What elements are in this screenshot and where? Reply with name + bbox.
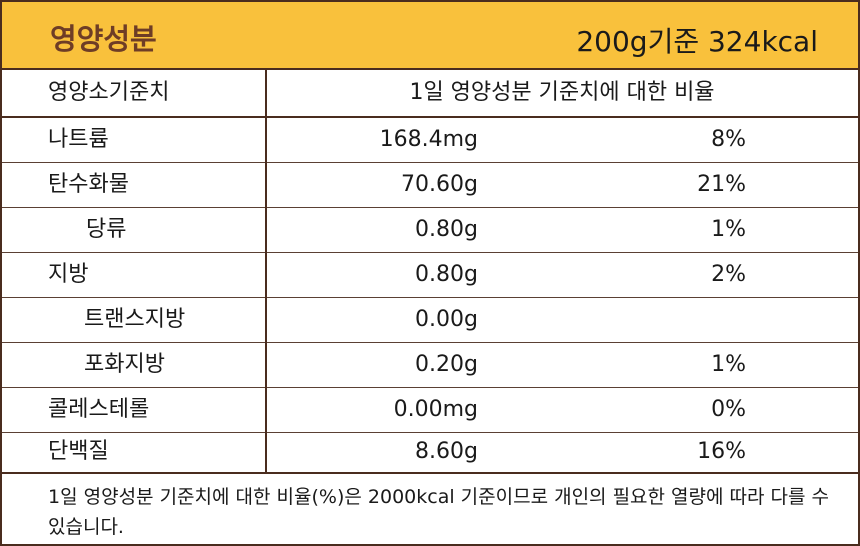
divider	[2, 342, 858, 343]
serving-basis: 200g기준 324kcal	[576, 25, 818, 58]
table-row: 당류 0.80g 1%	[2, 208, 858, 252]
header-bar: 영양성분 200g기준 324kcal	[2, 2, 858, 70]
nutrient-amount: 8.60g	[415, 439, 478, 464]
nutrient-name: 나트륨	[48, 127, 109, 152]
divider	[2, 162, 858, 163]
nutrient-amount: 0.80g	[415, 217, 478, 242]
table-row: 콜레스테롤 0.00mg 0%	[2, 388, 858, 432]
nutrient-percent: 8%	[711, 127, 746, 152]
column-header-nutrient: 영양소기준치	[48, 80, 170, 105]
nutrient-name: 단백질	[48, 439, 109, 464]
nutrient-amount: 70.60g	[401, 172, 478, 197]
nutrient-amount: 0.00g	[415, 307, 478, 332]
nutrient-percent: 1%	[711, 352, 746, 377]
table-row: 단백질 8.60g 16%	[2, 430, 858, 474]
nutrient-name: 지방	[48, 262, 89, 287]
divider	[2, 387, 858, 388]
footnote: 1일 영양성분 기준치에 대한 비율(%)은 2000kcal 기준이므로 개인…	[48, 486, 830, 538]
divider	[2, 207, 858, 208]
divider	[2, 116, 858, 118]
nutrient-name: 포화지방	[84, 352, 165, 377]
column-divider	[265, 70, 267, 472]
nutrient-name: 탄수화물	[48, 172, 129, 197]
table-row: 나트륨 168.4mg 8%	[2, 118, 858, 162]
table-row: 포화지방 0.20g 1%	[2, 343, 858, 387]
divider	[2, 472, 858, 474]
divider	[2, 297, 858, 298]
panel-title: 영양성분	[50, 22, 157, 56]
nutrient-percent: 0%	[711, 397, 746, 422]
table-row: 탄수화물 70.60g 21%	[2, 163, 858, 207]
nutrient-percent: 16%	[697, 439, 746, 464]
table-row: 지방 0.80g 2%	[2, 253, 858, 297]
nutrient-percent: 21%	[697, 172, 746, 197]
nutrient-amount: 0.20g	[415, 352, 478, 377]
nutrient-name: 콜레스테롤	[48, 397, 150, 422]
nutrient-amount: 168.4mg	[379, 127, 478, 152]
column-header-ratio: 1일 영양성분 기준치에 대한 비율	[409, 80, 715, 105]
nutrient-amount: 0.00mg	[393, 397, 478, 422]
nutrient-percent: 1%	[711, 217, 746, 242]
divider	[2, 432, 858, 433]
table-row: 트랜스지방 0.00g	[2, 298, 858, 342]
nutrient-amount: 0.80g	[415, 262, 478, 287]
nutrient-percent: 2%	[711, 262, 746, 287]
divider	[2, 252, 858, 253]
nutrient-name: 트랜스지방	[84, 307, 186, 332]
nutrient-name: 당류	[86, 217, 127, 242]
